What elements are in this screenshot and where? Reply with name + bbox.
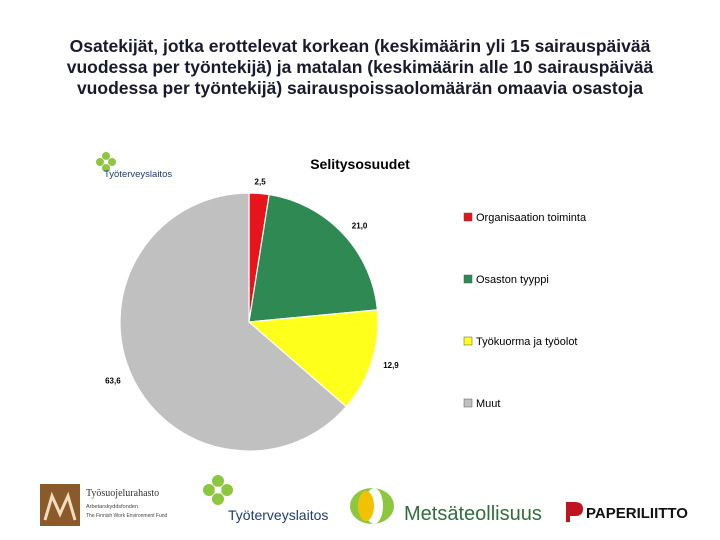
legend-swatch-tyokuorma-ja-tyoolot xyxy=(463,336,473,346)
footer-logos: Työsuojelurahasto Arbetarskyddsfonden Th… xyxy=(0,470,720,540)
footer-logos-svg: Työsuojelurahasto Arbetarskyddsfonden Th… xyxy=(40,475,688,526)
metsateollisuus-logo: Metsäteollisuus xyxy=(350,488,542,525)
ttl-logo: Työterveyslaitos xyxy=(203,475,328,523)
slide-title: Osatekijät, jotka erottelevat korkean (k… xyxy=(40,36,680,99)
legend-label-tyokuorma-ja-tyoolot: Työkuorma ja työolot xyxy=(476,336,578,348)
pie-slices xyxy=(119,192,379,452)
legend-swatch-muut xyxy=(463,398,473,408)
slide-title-line-1: Osatekijät, jotka erottelevat korkean (k… xyxy=(69,36,651,56)
tsr-name-english: The Finnish Work Environment Fund xyxy=(86,513,168,519)
chart-legend: Organisaation toiminta Osaston tyyppi Työk… xyxy=(463,212,587,410)
pie-slice-tyokuorma-ja-tyoolot xyxy=(247,309,379,408)
pie-slice-muut xyxy=(119,192,348,452)
data-label-osaston-tyyppi: 21,0 xyxy=(352,222,368,231)
paperiliitto-text: PAPERILIITTO xyxy=(586,505,688,522)
ttl-footer-text: Työterveyslaitos xyxy=(228,507,328,523)
paperiliitto-logo: PAPERILIITTO xyxy=(566,502,688,522)
data-label-tyokuorma-ja-tyoolot: 12,9 xyxy=(383,361,399,370)
data-label-muut: 63,6 xyxy=(105,376,121,385)
slide-title-line-2: vuodessa per työntekijä) ja matalan (kes… xyxy=(66,57,654,77)
data-labels: 2,5 21,0 12,9 63,6 xyxy=(105,177,399,385)
slide-title-line-3: vuodessa per työntekijä) sairauspoissaol… xyxy=(76,78,644,98)
ttl-flower-icon xyxy=(96,152,116,172)
tsr-logo: Työsuojelurahasto Arbetarskyddsfonden Th… xyxy=(40,484,168,526)
legend-swatch-osaston-tyyppi xyxy=(463,274,473,284)
pie-slice-osaston-tyyppi xyxy=(248,193,379,323)
data-label-organisaation-toiminta: 2,5 xyxy=(255,177,267,186)
chart-title: Selitysosuudet xyxy=(310,156,410,172)
ttl-logo-text: Työterveyslaitos xyxy=(104,169,172,180)
pie-chart: Työterveyslaitos Selitysosuudet 2,5 21,0 1… xyxy=(96,152,587,452)
tsr-name-swedish: Arbetarskyddsfonden xyxy=(86,504,138,510)
metsateollisuus-text: Metsäteollisuus xyxy=(404,503,542,525)
legend-swatch-organisaation-toiminta xyxy=(463,212,473,222)
paperiliitto-emblem-icon xyxy=(566,502,583,522)
tsr-emblem-mark-icon xyxy=(43,491,77,521)
legend-label-muut: Muut xyxy=(476,398,500,410)
ttl-logo-small: Työterveyslaitos xyxy=(96,152,172,180)
legend-label-osaston-tyyppi: Osaston tyyppi xyxy=(476,274,549,286)
legend-label-organisaation-toiminta: Organisaation toiminta xyxy=(476,212,587,224)
tsr-name: Työsuojelurahasto xyxy=(86,488,159,499)
ttl-footer-flower-icon xyxy=(203,475,233,505)
chart-panel: Työterveyslaitos Selitysosuudet 2,5 21,0 1… xyxy=(92,145,622,460)
